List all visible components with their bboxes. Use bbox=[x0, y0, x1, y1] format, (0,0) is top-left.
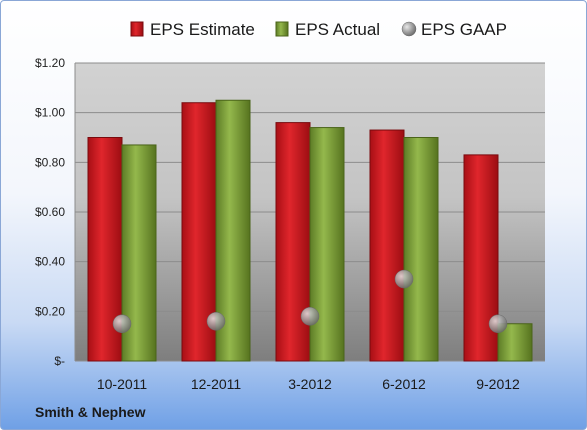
legend-label: EPS Actual bbox=[295, 20, 380, 39]
x-tick-label: 9-2012 bbox=[476, 376, 520, 392]
eps-estimate-bar bbox=[369, 129, 405, 362]
x-tick-label: 12-2011 bbox=[191, 376, 242, 392]
eps-gaap-marker bbox=[488, 314, 508, 333]
x-tick-label: 3-2012 bbox=[288, 376, 332, 392]
y-tick-label: $0.80 bbox=[35, 155, 65, 169]
y-tick-label: $1.20 bbox=[35, 56, 65, 70]
eps-gaap-marker bbox=[300, 307, 320, 326]
eps-estimate-bar bbox=[275, 122, 311, 362]
eps-gaap-marker bbox=[112, 314, 132, 333]
y-axis-tick-labels: $- $0.20 $0.40 $0.60 $0.80 $1.00 $1.20 bbox=[35, 56, 65, 368]
legend-label: EPS GAAP bbox=[421, 20, 507, 39]
gaap-markers bbox=[112, 269, 508, 333]
x-axis-tick-labels: 10-2011 12-2011 3-2012 6-2012 9-2012 bbox=[97, 376, 520, 392]
eps-actual-bar bbox=[403, 137, 439, 362]
x-tick-label: 6-2012 bbox=[382, 376, 426, 392]
eps-gaap-marker bbox=[394, 269, 414, 289]
legend: EPS Estimate EPS Actual EPS GAAP bbox=[130, 20, 507, 39]
eps-gaap-marker bbox=[206, 312, 226, 331]
y-tick-label: $- bbox=[54, 354, 65, 368]
legend-swatch-actual bbox=[275, 21, 289, 37]
eps-actual-bar bbox=[309, 127, 345, 362]
y-tick-label: $0.60 bbox=[35, 205, 65, 219]
company-name: Smith & Nephew bbox=[35, 404, 146, 420]
legend-swatch-gaap bbox=[401, 21, 417, 37]
x-tick-label: 10-2011 bbox=[97, 376, 148, 392]
y-tick-label: $1.00 bbox=[35, 106, 65, 120]
eps-actual-bar bbox=[497, 323, 533, 362]
legend-label: EPS Estimate bbox=[150, 20, 255, 39]
legend-swatch-estimate bbox=[130, 21, 144, 37]
y-tick-label: $0.40 bbox=[35, 255, 65, 269]
y-tick-label: $0.20 bbox=[35, 304, 65, 318]
